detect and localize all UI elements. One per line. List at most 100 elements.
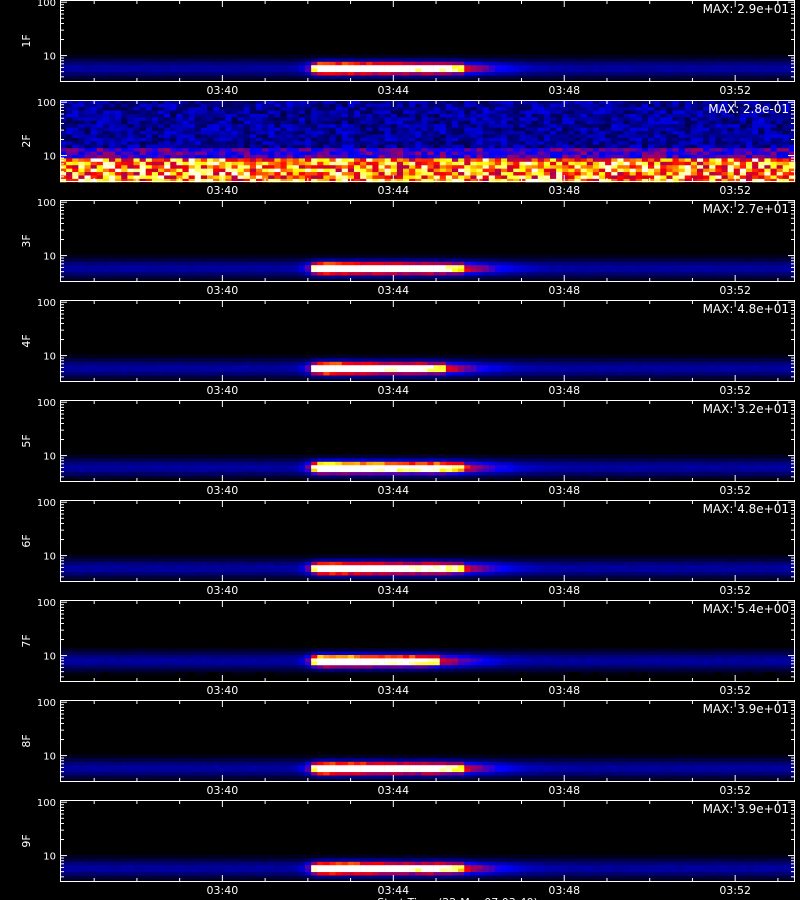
heatmap-cell: [697, 61, 704, 66]
heatmap-cell: [439, 54, 447, 59]
heatmap-cell: [262, 161, 269, 166]
heatmap-cell: [494, 278, 502, 283]
heatmap-cell: [262, 71, 269, 76]
heatmap-cell: [427, 275, 434, 279]
heatmap-cell: [354, 254, 361, 259]
heatmap-cell: [372, 258, 379, 262]
heatmap-cell: [703, 130, 710, 135]
heatmap-cell: [243, 137, 251, 142]
heatmap-cell: [378, 130, 385, 135]
heatmap-cell: [586, 178, 594, 183]
heatmap-cell: [231, 278, 238, 283]
heatmap-cell: [121, 64, 128, 69]
heatmap-cell: [758, 117, 765, 121]
heatmap-cell: [556, 175, 563, 179]
heatmap-cell: [599, 161, 606, 166]
heatmap-cell: [666, 158, 673, 162]
heatmap-cell: [280, 103, 287, 108]
heatmap-cell: [758, 120, 765, 125]
heatmap-cell: [403, 144, 410, 149]
heatmap-cell: [752, 117, 759, 121]
heatmap-cell: [231, 254, 238, 259]
heatmap-cell: [360, 261, 367, 266]
heatmap-cell: [151, 58, 159, 62]
heatmap-cell: [513, 178, 520, 183]
heatmap-cell: [231, 64, 238, 69]
heatmap-cell: [550, 264, 557, 269]
heatmap-cell: [703, 100, 710, 104]
heatmap-cell: [341, 117, 349, 121]
heatmap-cell: [697, 58, 704, 62]
heatmap-cell: [562, 151, 569, 155]
heatmap-cell: [207, 68, 214, 73]
heatmap-cell: [433, 78, 441, 83]
heatmap-cell: [262, 120, 269, 125]
heatmap-cell: [96, 64, 104, 69]
heatmap-cell: [752, 254, 759, 259]
heatmap-cell: [513, 171, 520, 176]
heatmap-cell: [531, 100, 539, 104]
heatmap-cell: [470, 147, 477, 152]
heatmap-cell: [513, 123, 520, 128]
heatmap-cell: [280, 61, 287, 66]
heatmap-cell: [274, 154, 281, 159]
heatmap-cell: [390, 168, 398, 173]
heatmap-cell: [335, 123, 343, 128]
heatmap-cell: [721, 154, 728, 159]
heatmap-cell: [782, 110, 790, 114]
heatmap-cell: [531, 130, 539, 135]
heatmap-cell: [78, 134, 85, 138]
heatmap-cell: [697, 71, 704, 76]
heatmap-cell: [721, 137, 728, 142]
heatmap-cell: [225, 61, 232, 66]
heatmap-cell: [164, 178, 171, 183]
heatmap-cell: [721, 147, 728, 152]
heatmap-cell: [60, 120, 67, 125]
heatmap-cell: [115, 278, 122, 283]
heatmap-cell: [219, 127, 226, 132]
heatmap-cell: [243, 110, 251, 114]
heatmap-cell: [158, 64, 165, 69]
heatmap-cell: [764, 261, 771, 266]
heatmap-cell: [697, 103, 704, 108]
heatmap-cell: [439, 58, 447, 62]
heatmap-cell: [200, 58, 208, 62]
heatmap-cell: [158, 134, 165, 138]
heatmap-cell: [672, 158, 679, 162]
heatmap-cell: [788, 120, 796, 125]
heatmap-cell: [629, 141, 637, 145]
heatmap-cell: [274, 254, 281, 259]
heatmap-cell: [341, 54, 349, 59]
heatmap-cell: [623, 78, 630, 83]
heatmap-cell: [60, 54, 67, 59]
heatmap-cell: [501, 175, 508, 179]
heatmap-cell: [513, 137, 520, 142]
heatmap-cell: [770, 61, 777, 66]
heatmap-cell: [433, 123, 441, 128]
heatmap-cell: [249, 171, 257, 176]
heatmap-cell: [629, 137, 637, 142]
heatmap-cell: [317, 147, 324, 152]
heatmap-cell: [182, 78, 189, 83]
heatmap-cell: [605, 130, 612, 135]
heatmap-cell: [672, 106, 679, 111]
heatmap-cell: [60, 113, 67, 118]
heatmap-cell: [611, 58, 618, 62]
heatmap-cell: [396, 106, 404, 111]
heatmap-cell: [550, 106, 557, 111]
heatmap-cell: [788, 258, 796, 262]
heatmap-cell: [764, 158, 771, 162]
heatmap-cell: [421, 161, 428, 166]
heatmap-cell: [562, 264, 569, 269]
heatmap-cell: [145, 147, 153, 152]
heatmap-cell: [329, 164, 336, 169]
heatmap-cell: [335, 137, 343, 142]
heatmap-cell: [482, 71, 490, 76]
heatmap-cell: [433, 171, 441, 176]
heatmap-cell: [421, 171, 428, 176]
heatmap-cell: [513, 78, 520, 83]
heatmap-cell: [788, 141, 796, 145]
heatmap-cell: [709, 164, 716, 169]
heatmap-cell: [568, 264, 575, 269]
heatmap-cell: [341, 175, 349, 179]
